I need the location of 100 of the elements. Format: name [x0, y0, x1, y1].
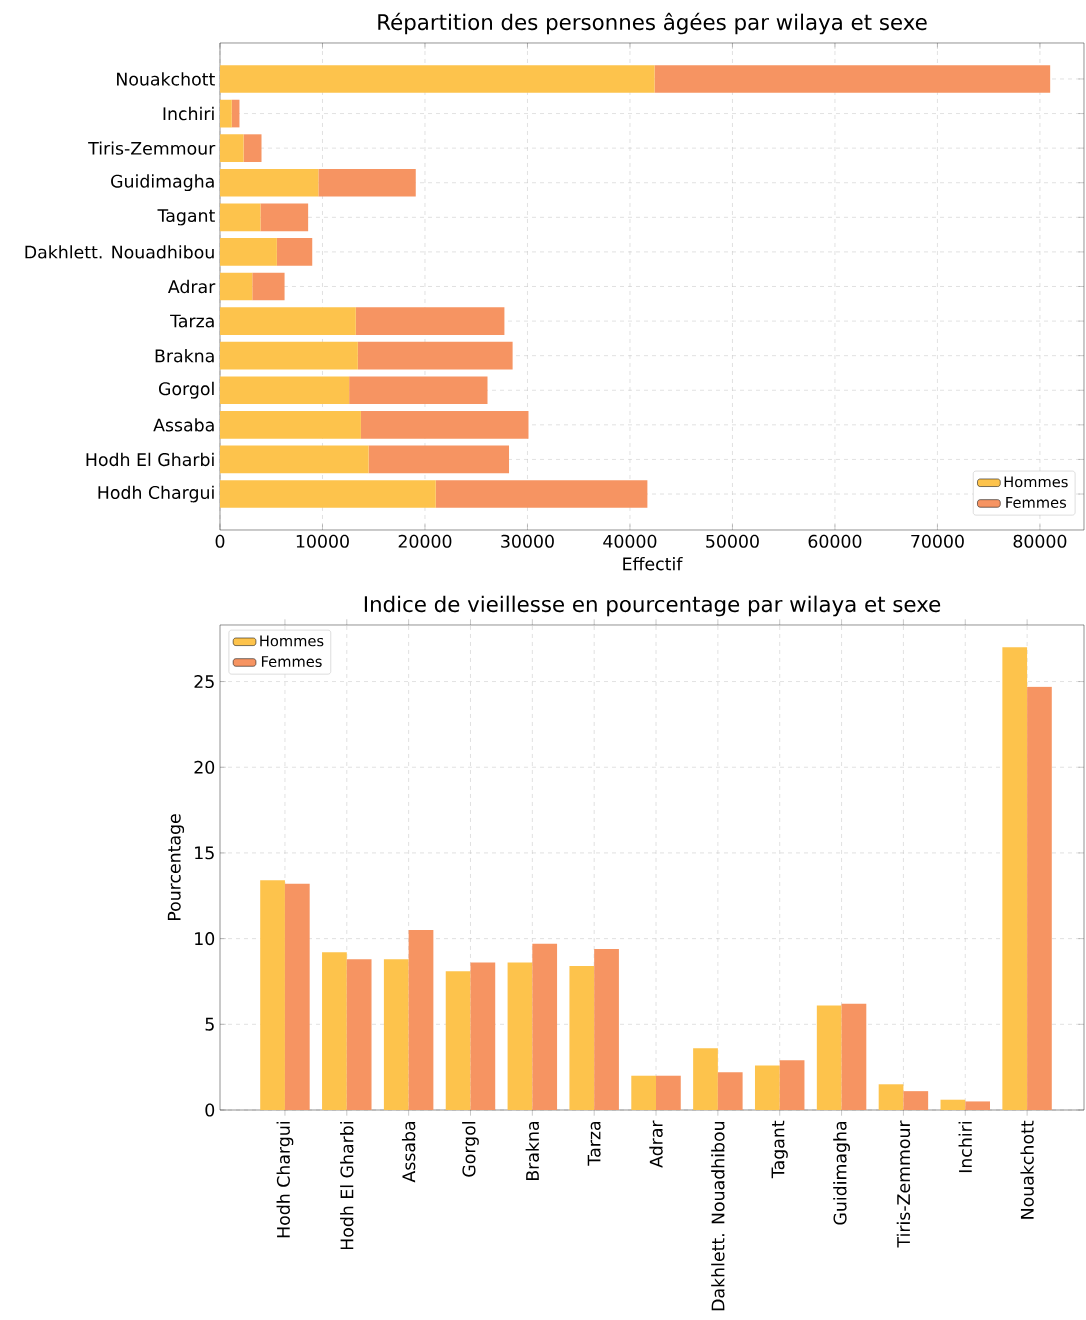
bar [220, 134, 244, 162]
y-tick-label: Assaba [153, 418, 214, 432]
bar [360, 411, 529, 439]
x-tick-label: Nouakchott [1020, 1120, 1034, 1219]
y-tick-label: Hodh Chargui [98, 485, 214, 503]
bar [220, 65, 655, 93]
bar [220, 238, 277, 266]
bar [754, 1065, 780, 1110]
x-tick-label: Brakna [525, 1121, 540, 1180]
bar [322, 952, 347, 1110]
legend-label: Femmes [261, 656, 322, 668]
bar [220, 307, 356, 335]
y-tick-label: Brakna [155, 348, 214, 363]
bar [693, 1048, 718, 1110]
bar [965, 1101, 990, 1110]
legend-label: Hommes [260, 635, 324, 647]
bar [878, 1084, 904, 1110]
bar [243, 134, 262, 162]
y-tick-label: Tagant [157, 209, 215, 226]
x-tick-label: Inchiri [958, 1122, 972, 1173]
y-tick-label: Guidimagha [111, 174, 214, 192]
x-tick-label: Adrar [649, 1120, 663, 1168]
bar [1002, 647, 1028, 1110]
bar [220, 341, 358, 370]
x-tick-label: Hodh Chargui [276, 1121, 294, 1238]
x-tick-label: 40000 [603, 534, 657, 548]
y-tick-label: Inchiri [163, 106, 214, 121]
bar [355, 307, 505, 335]
bar [220, 480, 436, 508]
bar [357, 341, 513, 370]
y-tick-label: Tarza [170, 314, 214, 328]
x-tick-label: 0 [215, 534, 225, 548]
bar [1027, 686, 1052, 1110]
bar [318, 168, 416, 197]
x-tick-label: Assaba [401, 1121, 416, 1183]
legend-label: Hommes [1004, 476, 1068, 488]
y-tick-label: 25 [194, 675, 214, 689]
bar [368, 445, 510, 474]
x-tick-label: 60000 [808, 534, 862, 548]
x-tick-label: Dakhlett. Nouadhibou [711, 1121, 725, 1311]
y-tick-label: 10 [195, 932, 215, 946]
bar [276, 238, 313, 266]
y-tick-label: Tiris-Zemmour [88, 141, 216, 155]
y-tick-label: Dakhlett. Nouadhibou [25, 245, 214, 259]
bar [507, 962, 533, 1110]
bar [470, 962, 496, 1110]
bar [284, 883, 310, 1110]
chart-title: Répartition des personnes âgées par wilaya et sexe [378, 12, 927, 35]
bar [717, 1072, 743, 1110]
x-tick-label: 30000 [501, 534, 554, 548]
x-tick-label: Tarza [587, 1121, 601, 1166]
bar [940, 1099, 966, 1110]
x-tick-label: Tiris-Zemmour [896, 1120, 911, 1248]
x-tick-label: 50000 [706, 534, 759, 548]
bar [816, 1005, 842, 1110]
bar [220, 272, 253, 301]
y-tick-label: Nouakchott [117, 72, 215, 86]
y-tick-label: Gorgol [158, 381, 214, 399]
y-axis-title: Pourcentage [167, 814, 185, 921]
bar [349, 376, 488, 405]
x-tick-label: Tagant [771, 1120, 788, 1179]
x-tick-label: Guidimagha [833, 1121, 850, 1225]
bar [656, 1075, 681, 1110]
bar [252, 272, 285, 301]
bar [841, 1003, 867, 1110]
bar [903, 1091, 929, 1110]
bar [594, 948, 619, 1110]
bar [445, 971, 471, 1110]
bar [220, 203, 261, 232]
x-tick-label: Gorgol [462, 1122, 479, 1177]
bar [383, 959, 409, 1110]
bar [220, 445, 369, 474]
bar [408, 930, 434, 1110]
x-tick-label: 20000 [398, 534, 452, 548]
y-tick-label: 15 [195, 846, 214, 860]
bar [435, 480, 648, 508]
bar [220, 411, 361, 439]
chart-title: Indice de vieillesse en pourcentage par wilaya et sexe [364, 595, 941, 617]
bar [346, 959, 372, 1110]
bar [779, 1060, 805, 1110]
x-tick-label: 80000 [1013, 534, 1067, 548]
x-tick-label: 10000 [296, 534, 349, 548]
y-tick-label: 20 [194, 760, 215, 774]
y-tick-label: Adrar [167, 279, 216, 294]
bar [220, 168, 319, 197]
y-tick-label: 5 [205, 1017, 214, 1031]
bar [532, 943, 558, 1110]
y-tick-label: 0 [205, 1103, 215, 1117]
bar [631, 1075, 657, 1110]
x-tick-label: 70000 [911, 534, 964, 548]
legend-label: Femmes [1006, 497, 1067, 508]
bar [654, 65, 1051, 93]
bar [569, 966, 595, 1110]
bar [220, 376, 350, 405]
x-axis-title: Effectif [623, 556, 683, 571]
x-tick-label: Hodh El Gharbi [340, 1122, 354, 1250]
bar [220, 99, 232, 128]
y-tick-label: Hodh El Gharbi [86, 452, 214, 467]
bar [260, 880, 285, 1110]
bar [260, 203, 309, 232]
